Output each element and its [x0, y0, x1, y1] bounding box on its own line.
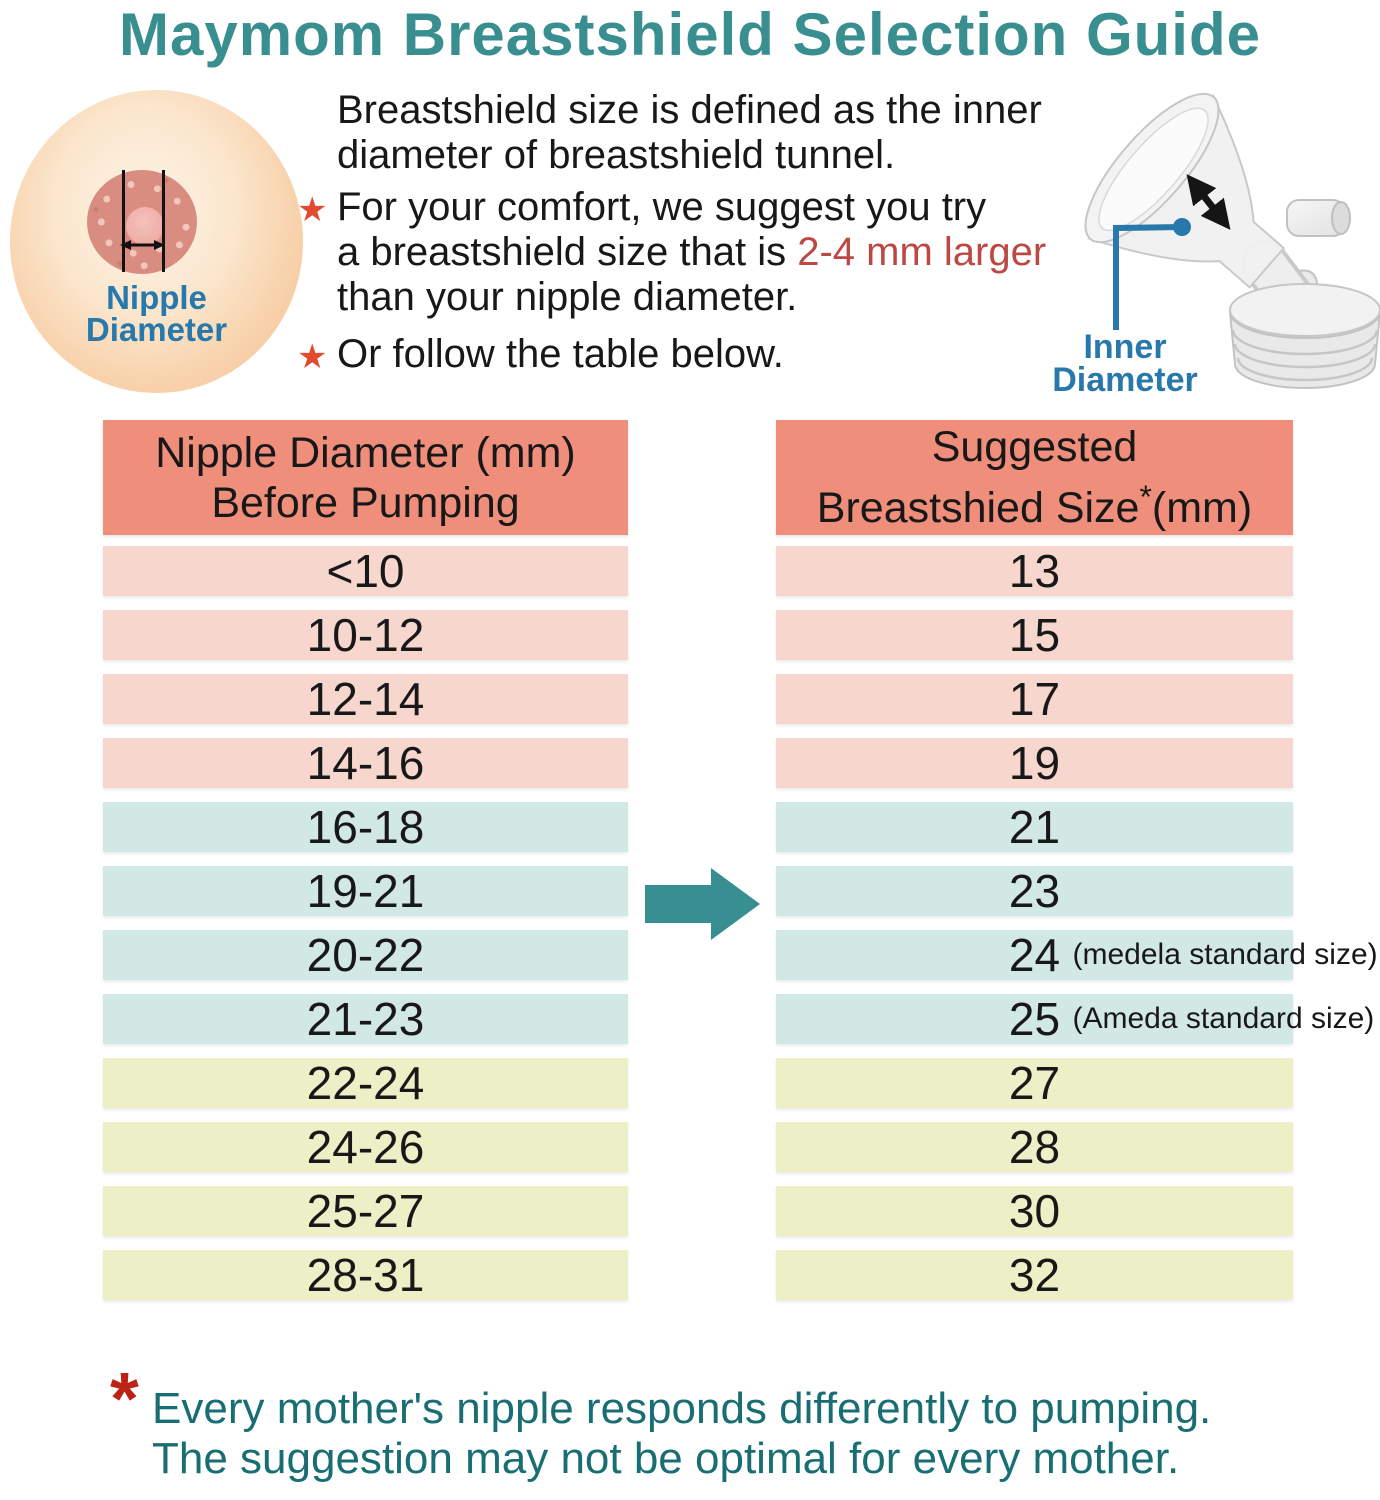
right-arrow-icon [645, 868, 760, 940]
bullet-comfort: ★ For your comfort, we suggest you try a… [297, 185, 1047, 319]
header-asterisk: * [1139, 479, 1152, 515]
device-cap-top [1229, 283, 1380, 337]
device-cap [1229, 311, 1380, 389]
shield-size-cell: 13 [776, 545, 1293, 597]
callout-dot [1173, 218, 1191, 236]
inner-diameter-label: Inner Diameter [1052, 328, 1198, 399]
nipple-range-cell: 16-18 [103, 801, 628, 853]
measure-line-left [122, 170, 125, 272]
measure-line-right [162, 170, 165, 272]
device-cap-ridge [1231, 329, 1379, 356]
nipple-range-cell: 14-16 [103, 737, 628, 789]
callout-line [1113, 224, 1183, 330]
shield-size-cell: 30 [776, 1185, 1293, 1237]
nipple-range-cell: 12-14 [103, 673, 628, 725]
size-note: (medela standard size) [1072, 938, 1378, 971]
nipple-range-cell: 10-12 [103, 609, 628, 661]
shield-size-cell: 23 [776, 865, 1293, 917]
nipple-range-cell: 25-27 [103, 1185, 628, 1237]
footnote-asterisk: * [110, 1357, 139, 1440]
nipple-diameter-header: Nipple Diameter (mm) Before Pumping [103, 420, 628, 535]
nipple-diameter-column: <10 10-12 12-14 14-16 16-18 19-21 20-22 21-23 22… [103, 545, 628, 1314]
definition-text: Breastshield size is defined as the inne… [337, 88, 1042, 177]
breastshield-image [1084, 92, 1380, 389]
shield-size-cell: 19 [776, 737, 1293, 789]
bullet-table: ★ Or follow the table below. [297, 332, 784, 377]
nipple-range-cell: 21-23 [103, 993, 628, 1045]
shield-size-cell: 25 (Ameda standard size) [776, 993, 1374, 1045]
nipple-diameter-illustration: Nipple Diameter [10, 90, 303, 393]
highlight-2-4mm: 2-4 mm larger [797, 230, 1047, 274]
shield-size-cell: 28 [776, 1121, 1293, 1173]
shield-size-column: 13 15 17 19 21 23 24 (medela standard size) 25 (A… [776, 545, 1378, 1314]
page-title: Maymom Breastshield Selection Guide [119, 1, 1261, 68]
nipple-range-cell: <10 [103, 545, 628, 597]
shield-size-cell: 17 [776, 673, 1293, 725]
nipple-range-cell: 19-21 [103, 865, 628, 917]
star-icon: ★ [297, 191, 328, 229]
nipple-graphic [126, 207, 164, 245]
size-note: (Ameda standard size) [1072, 1002, 1375, 1035]
footnote: Every mother's nipple responds different… [152, 1384, 1212, 1483]
diameter-arrow-icon [120, 240, 165, 250]
device-port-opening [1331, 201, 1351, 235]
shield-size-cell: 32 [776, 1249, 1293, 1301]
shield-size-header: Suggested Breastshied Size*(mm) [776, 420, 1293, 535]
star-icon: ★ [297, 338, 328, 376]
shield-size-cell: 21 [776, 801, 1293, 853]
inner-diameter-arrow-icon [1186, 174, 1231, 230]
shield-size-cell: 24 (medela standard size) [776, 929, 1378, 981]
nipple-diameter-label: Nipple Diameter [85, 279, 228, 348]
device-cap-ridge [1233, 343, 1377, 369]
nipple-range-cell: 24-26 [103, 1121, 628, 1173]
shield-size-cell: 15 [776, 609, 1293, 661]
nipple-range-cell: 20-22 [103, 929, 628, 981]
shield-size-cell: 27 [776, 1057, 1293, 1109]
device-cap-ridge [1236, 357, 1374, 382]
nipple-range-cell: 22-24 [103, 1057, 628, 1109]
nipple-range-cell: 28-31 [103, 1249, 628, 1301]
